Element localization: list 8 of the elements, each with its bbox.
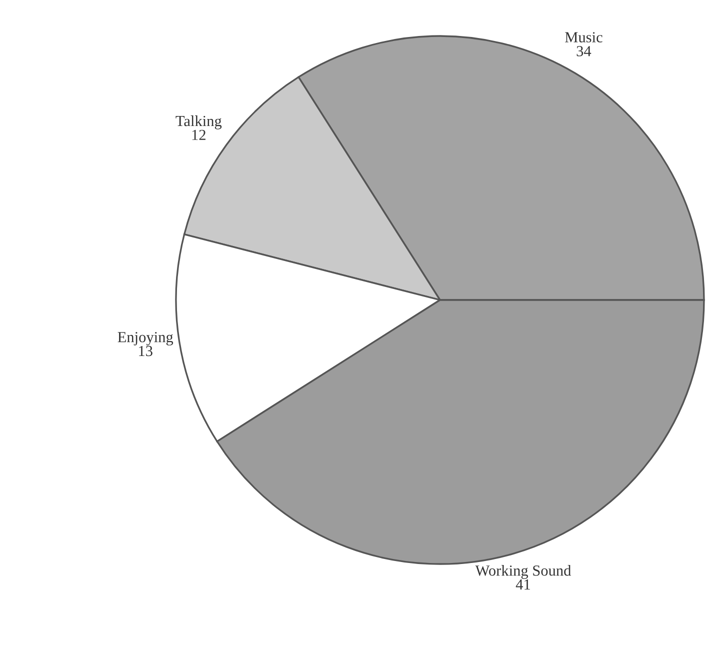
data-label: 13 xyxy=(139,346,152,356)
slice-label: Talking xyxy=(176,115,222,130)
data-label: 34 xyxy=(576,46,592,56)
data-label: 41 xyxy=(516,579,530,590)
data-label: 12 xyxy=(192,130,206,140)
slice-label: Enjoying xyxy=(118,332,174,346)
slice-label: Music xyxy=(565,32,602,42)
slice-label: Working Sound xyxy=(475,564,572,579)
